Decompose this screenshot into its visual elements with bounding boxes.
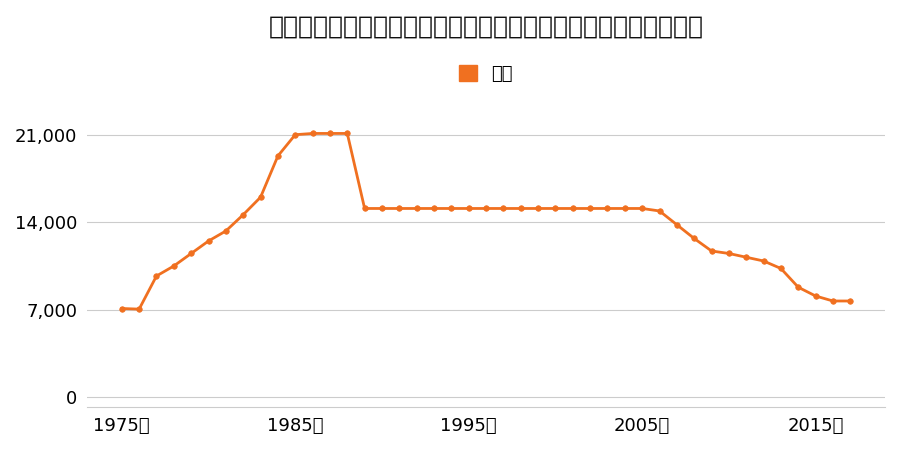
価格 [654, 208, 665, 214]
価格 [394, 206, 405, 211]
価格 [428, 206, 439, 211]
価格 [256, 194, 266, 200]
価格 [724, 251, 734, 256]
価格 [220, 228, 231, 234]
価格 [619, 206, 630, 211]
価格 [273, 153, 284, 159]
価格 [168, 263, 179, 269]
Title: 北海道旭川市神楽岡２条４丁目３番３４９３ほか１筆の地価推移: 北海道旭川市神楽岡２条４丁目３番３４９３ほか１筆の地価推移 [268, 15, 704, 39]
価格 [411, 206, 422, 211]
価格 [446, 206, 457, 211]
価格 [481, 206, 491, 211]
価格 [376, 206, 387, 211]
価格 [776, 266, 787, 271]
価格 [533, 206, 544, 211]
価格 [810, 293, 821, 299]
価格 [325, 131, 336, 136]
価格 [671, 222, 682, 227]
価格 [585, 206, 596, 211]
価格 [342, 131, 353, 136]
価格 [550, 206, 561, 211]
価格 [134, 306, 145, 312]
価格 [516, 206, 526, 211]
価格 [706, 248, 717, 254]
Legend: 価格: 価格 [452, 58, 520, 90]
価格 [185, 251, 196, 256]
価格 [688, 236, 699, 241]
価格 [359, 206, 370, 211]
価格 [567, 206, 578, 211]
価格 [637, 206, 648, 211]
価格 [498, 206, 508, 211]
価格 [845, 298, 856, 304]
価格 [828, 298, 839, 304]
価格 [602, 206, 613, 211]
価格 [741, 255, 751, 260]
価格 [307, 131, 318, 136]
Line: 価格: 価格 [119, 130, 853, 312]
価格 [290, 132, 301, 137]
価格 [151, 273, 162, 279]
価格 [793, 284, 804, 290]
価格 [238, 212, 248, 217]
価格 [464, 206, 474, 211]
価格 [203, 238, 214, 244]
価格 [758, 258, 769, 264]
価格 [116, 306, 127, 311]
